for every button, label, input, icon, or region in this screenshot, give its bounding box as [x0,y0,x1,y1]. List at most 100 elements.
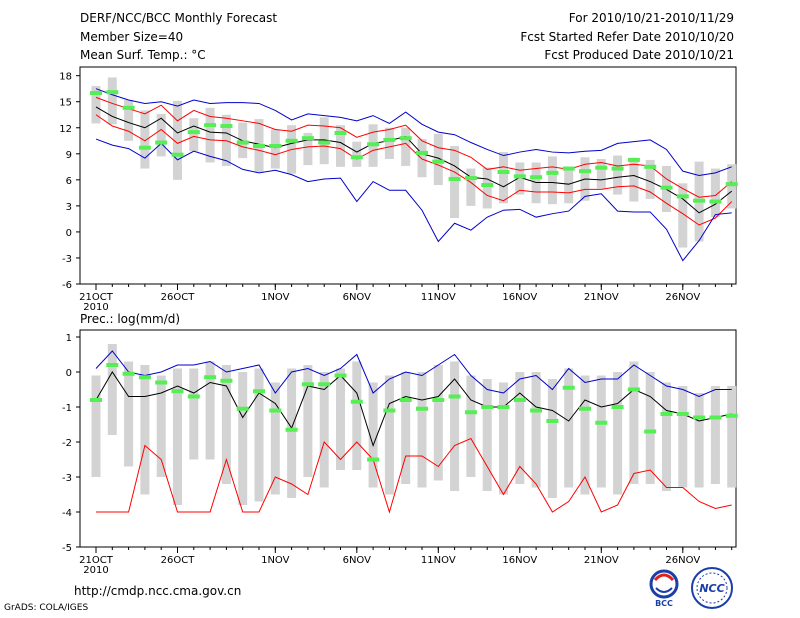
temp-observed-marker [693,198,706,203]
precip-observed-marker [269,408,282,413]
temp-line-ensemble-mean [95,106,733,214]
temp-ytick-label: 15 [59,98,72,109]
precip-line-ensemble-min [96,437,732,514]
precip-xtick-year: 2010 [83,565,108,576]
temp-ensemble-box [547,156,557,205]
temp-observed-marker [350,155,363,160]
precip-ensemble-box [270,382,280,495]
temp-ensemble-box [596,159,606,189]
temp-xtick-label: 11NOV [421,292,456,303]
temp-ensemble-box [124,99,134,141]
chart-title: DERF/NCC/BCC Monthly Forecast [80,11,278,25]
temp-observed-marker [611,166,624,171]
precip-line-ensemble-max [95,350,732,398]
precip-ensemble-box [156,375,166,477]
temp-observed-marker [513,174,526,179]
temp-ensemble-box [482,167,492,209]
precip-ensemble-box [417,372,427,488]
temp-observed-marker [399,136,412,141]
temp-observed-marker [138,145,151,150]
precip-ytick-label: -2 [62,438,72,449]
temp-ensemble-box [678,183,688,248]
precip-xtick-label: 11NOV [421,555,456,566]
precip-observed-marker [122,371,135,376]
temp-xtick-label: 6NOV [343,292,372,303]
precip-ensemble-box [482,379,492,491]
precip-observed-marker [90,398,102,402]
temp-ytick-label: 0 [66,228,72,239]
precip-panel: 1 0 -1 -2 -3 -4 -5 21OCT 26OCT 1NOV 6NOV 11NOV 16NOV… [62,329,738,576]
temp-observed-marker [448,176,461,181]
temp-ensemble-box [91,86,101,124]
temp-ytick-label: -6 [62,280,72,291]
source-url[interactable]: http://cmdp.ncc.cma.gov.cn [74,584,242,598]
precip-ytick-label: 1 [66,333,72,344]
precip-observed-marker [644,429,657,434]
precip-observed-marker [481,405,494,409]
precip-observed-marker [318,382,331,387]
precip-observed-marker [301,382,314,387]
temp-ensemble-box [384,127,394,160]
precip-observed-marker [138,375,151,380]
temp-observed-marker [432,159,445,164]
precip-observed-marker [676,412,689,416]
precip-observed-marker [220,378,233,383]
temp-line-upper-spread [95,96,733,198]
temp-ensemble-box [107,77,117,125]
precip-ensemble-box [466,375,476,477]
precip-ensemble-box [205,361,215,460]
precip-observed-marker [627,387,640,392]
precip-ensemble-box [254,368,264,502]
temp-observed-marker [236,140,249,145]
temp-ensemble-box [613,155,623,195]
temp-observed-marker [709,199,722,204]
precip-ensemble-box [238,372,248,505]
temp-ytick-label: 9 [66,150,72,161]
temp-ensemble-box [645,159,655,199]
precip-observed-marker [155,380,168,385]
temp-observed-marker [187,130,200,135]
temp-xtick-label: 21OCT [79,292,114,303]
temp-observed-marker [660,185,673,190]
precip-ensemble-box [678,386,688,488]
precip-xtick-label: 21OCT [79,555,114,566]
temp-observed-marker [106,90,119,95]
precip-observed-marker [513,398,526,402]
temp-line-lower-spread [95,114,733,226]
precip-ensemble-box [613,372,623,495]
temp-ensemble-box [433,133,443,186]
precip-ensemble-box [352,361,362,470]
precip-ensemble-box [499,382,508,495]
temp-ytick-label: 6 [66,176,72,187]
precip-ensemble-box [140,365,150,495]
produced-date: Fcst Produced Date 2010/10/21 [544,48,734,62]
temp-observed-marker [367,142,380,147]
precip-ensemble-box [710,386,720,484]
temp-observed-marker [334,130,347,135]
temp-observed-marker [318,140,331,145]
precip-observed-marker [171,389,184,394]
precip-observed-marker [399,398,412,402]
temp-observed-marker [676,194,689,199]
temp-ensemble-box [173,100,182,180]
refer-date: Fcst Started Refer Date 2010/10/20 [520,30,734,44]
precip-ensemble-box [727,386,737,488]
temp-observed-marker [171,152,184,157]
precip-observed-marker [204,375,217,380]
bcc-logo-label: BCC [655,599,673,608]
temp-ensemble-box [336,125,345,167]
precip-ensemble-box [336,368,345,470]
precip-observed-marker [253,389,265,394]
temp-observed-marker [627,157,640,162]
temp-line-ensemble-max [95,88,732,177]
temp-ensemble-box [515,162,525,195]
precip-xtick-label: 1NOV [261,555,290,566]
precip-ensemble-box [173,368,182,505]
ncc-logo-icon: NCC [691,567,733,609]
precip-xtick-label: 26OCT [161,555,196,566]
temp-observed-marker [383,137,396,142]
precip-observed-marker [285,427,298,432]
temp-xtick-year: 2010 [83,302,108,313]
precip-observed-marker [497,405,510,409]
temp-ensemble-box [270,129,280,169]
